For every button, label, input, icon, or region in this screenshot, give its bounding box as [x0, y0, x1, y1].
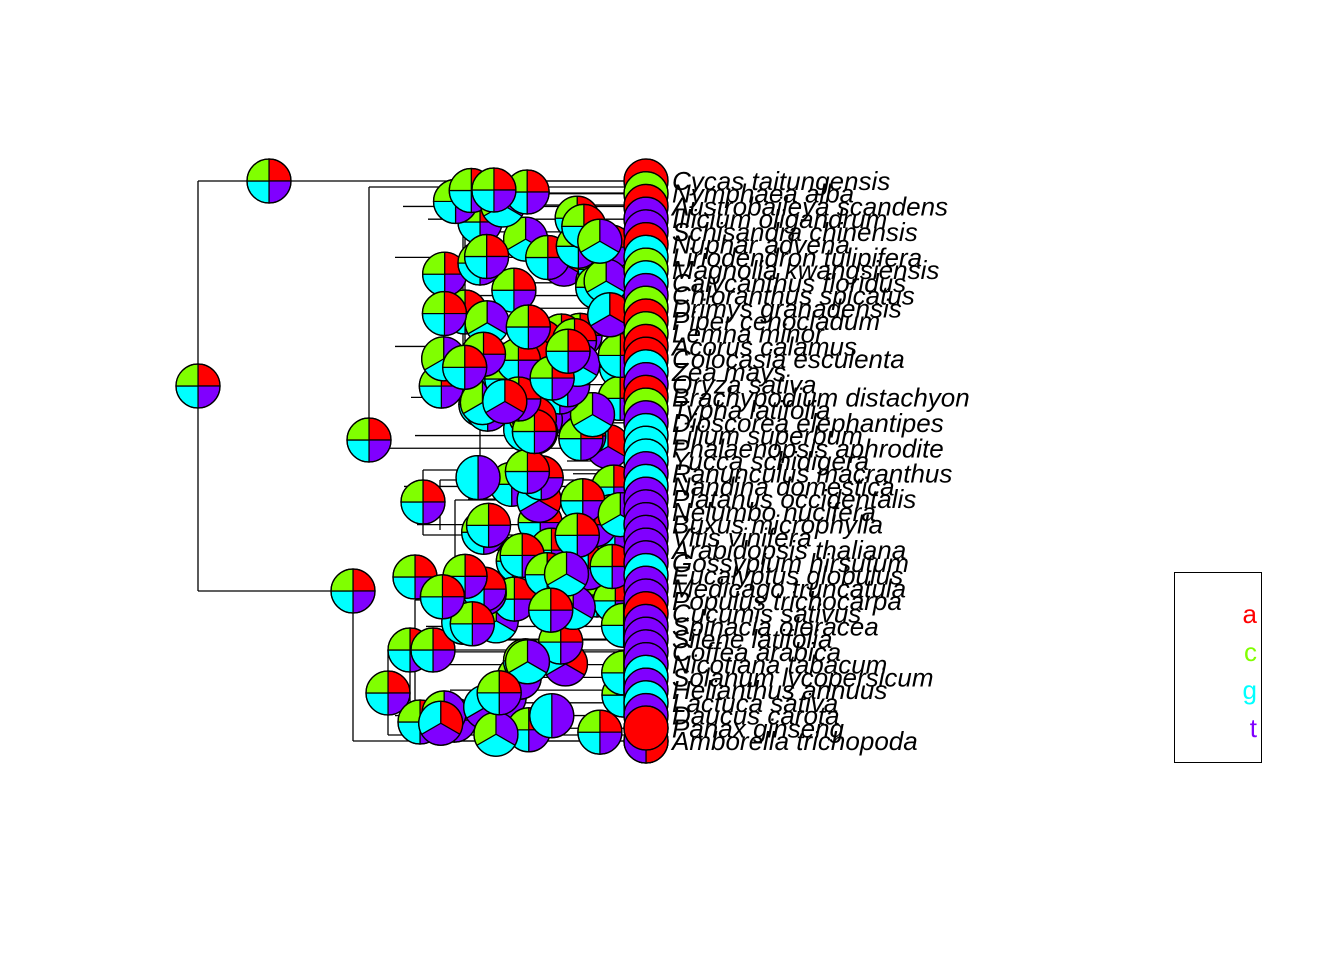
tip-label: Gossypium hirsutum — [672, 548, 909, 578]
tip-label: Helianthus annuus — [672, 675, 887, 705]
tip-label: Vitis vinifera — [672, 522, 812, 552]
node-pie — [421, 290, 468, 337]
node-pie — [410, 627, 456, 673]
tip-label: Brachypodium distachyon — [672, 382, 970, 412]
node-pie — [455, 454, 501, 501]
tip-label: Platanus occidentalis — [672, 484, 916, 514]
tip-label: Lilium superbum — [672, 421, 863, 451]
node-pie — [442, 344, 488, 390]
tip-label: Medicago truncatula — [672, 573, 906, 603]
tip-label: Cucumis sativus — [672, 599, 861, 629]
tip-label: Buxus microphylla — [672, 510, 883, 540]
node-pie — [418, 700, 464, 746]
node-pie — [491, 267, 537, 313]
tip-label: Lactuca sativa — [672, 688, 838, 718]
tip-label: Illicium oligandrum — [672, 204, 887, 234]
tip-label: Cycas taitungensis — [672, 166, 890, 196]
node-pies — [175, 158, 647, 757]
tip-label: Schisandra chinensis — [672, 217, 918, 247]
node-pie — [365, 670, 411, 716]
tip-label: Drimys granadensis — [672, 293, 902, 323]
node-pie — [505, 304, 551, 350]
node-pie — [577, 218, 623, 264]
tip-label: Calycanthus floridus — [672, 268, 906, 298]
node-pie — [449, 601, 495, 647]
node-pie — [554, 512, 600, 558]
tip-label: Piper cenocladum — [672, 306, 880, 336]
tip-label: Magnolia kwangsiensis — [672, 255, 939, 285]
node-pie — [543, 551, 590, 597]
node-pie — [482, 378, 528, 425]
node-pie — [577, 709, 623, 755]
tip-label: Eucalyptus globulus — [672, 561, 903, 591]
tip-label: Arabidopsis thaliana — [670, 535, 906, 565]
tip-label: Nymphaea alba — [672, 179, 854, 209]
tip-label: Acorus calamus — [670, 331, 857, 361]
tip-label: Austrobaileya scandens — [670, 191, 948, 221]
tip-label: Ranunculus macranthus — [672, 459, 952, 489]
node-pie — [400, 479, 446, 525]
node-pie — [463, 233, 510, 280]
tip-label: Populus trichocarpa — [672, 586, 902, 616]
node-pie — [330, 568, 376, 614]
node-pie — [504, 448, 551, 495]
legend-item-t: t — [1249, 713, 1257, 743]
tip-label: Yucca schidigera — [672, 446, 869, 476]
tip-label: Typha latifolia — [672, 395, 831, 425]
legend-item-g: g — [1242, 675, 1257, 705]
legend-item-a: a — [1242, 599, 1257, 629]
node-pie — [529, 693, 575, 739]
node-pie — [465, 502, 512, 548]
legend-item-c: c — [1244, 637, 1257, 667]
tip-label: Dioscorea elephantipes — [672, 408, 944, 438]
tip-label: Nicotiana tabacum — [672, 650, 887, 680]
tip-label: Lemna minor — [672, 319, 825, 349]
tip-label: Liriodendron tulipifera — [672, 242, 922, 272]
tip-label: Chloranthus spicatus — [672, 281, 915, 311]
state-legend: a c g t — [1174, 572, 1262, 763]
tip-label: Colocasia esculenta — [672, 344, 905, 374]
node-pie — [471, 167, 517, 213]
tip-label: Oryza sativa — [672, 370, 817, 400]
tip-label: Solanum lycopersicum — [672, 662, 934, 692]
tip-label: Nandina domestica — [672, 471, 895, 501]
node-pie — [419, 574, 466, 620]
node-pie — [346, 417, 392, 463]
tip-label: Amborella trichopoda — [670, 726, 918, 756]
tip-label: Spinacia oleracea — [672, 611, 879, 641]
tip-label: Zea mays — [671, 357, 786, 387]
tip-pies — [623, 158, 669, 764]
tip-label: Nuphar advena — [672, 230, 850, 260]
tip-label: Coffea arabica — [672, 637, 841, 667]
tip-label: Silene latifolia — [672, 624, 832, 654]
node-pie — [476, 670, 522, 716]
tip-pie — [623, 705, 669, 751]
root-node-pie — [175, 363, 221, 409]
tip-label: Phalaenopsis aphrodite — [672, 433, 944, 463]
outgroup-node-pie — [246, 158, 292, 204]
tip-label: Panax ginseng — [672, 713, 845, 743]
tip-label: Daucus carota — [672, 701, 840, 731]
node-pie — [528, 587, 574, 633]
node-pie — [545, 328, 591, 374]
tip-label: Nelumbo nucifera — [672, 497, 876, 527]
node-pie — [473, 711, 519, 757]
